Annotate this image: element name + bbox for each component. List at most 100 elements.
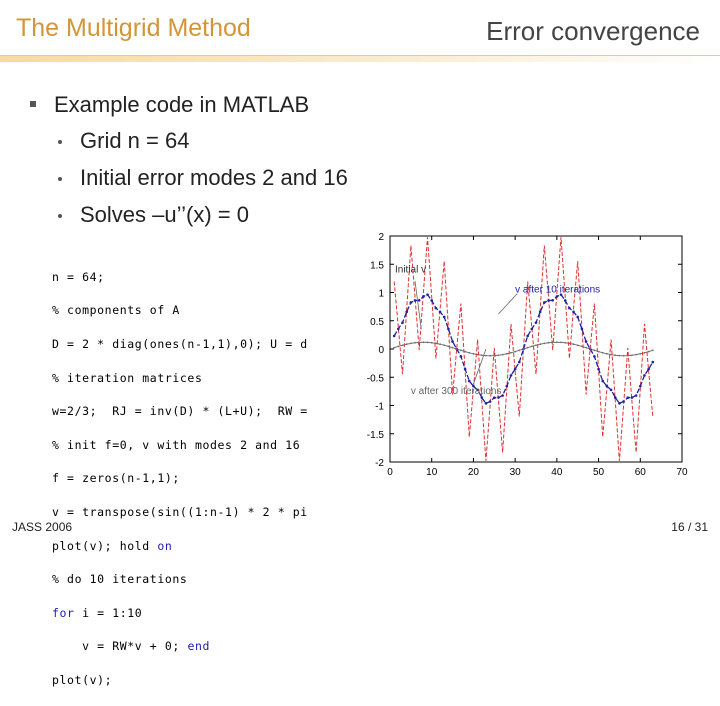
series-point-after300 bbox=[614, 354, 617, 357]
series-point-after10 bbox=[626, 396, 630, 400]
code-line: v = transpose(sin((1:n-1) * 2 * pi bbox=[52, 504, 308, 519]
x-tick-label: 30 bbox=[510, 467, 522, 478]
series-point-after10 bbox=[634, 394, 638, 397]
series-point-after10 bbox=[534, 321, 538, 324]
series-point-after10 bbox=[438, 310, 442, 314]
series-point-after300 bbox=[422, 341, 425, 344]
section-title: Error convergence bbox=[486, 16, 700, 46]
series-point-after300 bbox=[580, 345, 583, 348]
series-point-after300 bbox=[451, 346, 454, 349]
series-point-after300 bbox=[551, 341, 554, 344]
series-point-after10 bbox=[555, 295, 559, 298]
code-line: plot(v); bbox=[52, 672, 113, 687]
series-point-after300 bbox=[568, 342, 571, 345]
y-tick-label: -0.5 bbox=[367, 373, 385, 384]
x-tick-label: 60 bbox=[635, 467, 647, 478]
series-point-after10 bbox=[409, 301, 413, 304]
series-point-after10 bbox=[543, 301, 546, 304]
code-keyword: for bbox=[52, 605, 75, 620]
series-point-after10 bbox=[647, 367, 650, 371]
series-point-after300 bbox=[480, 354, 483, 357]
series-point-after10 bbox=[576, 315, 580, 319]
series-point-after300 bbox=[535, 344, 537, 347]
series-point-after300 bbox=[497, 354, 500, 357]
annotation-initial: Initial v bbox=[395, 265, 426, 276]
series-point-after10 bbox=[547, 299, 550, 302]
series-point-after10 bbox=[459, 355, 463, 358]
series-point-after300 bbox=[572, 343, 575, 346]
x-tick-label: 20 bbox=[468, 467, 480, 478]
x-tick-label: 0 bbox=[387, 467, 393, 478]
dot-bullet-icon bbox=[58, 214, 62, 218]
series-point-after10 bbox=[501, 394, 504, 397]
series-point-after300 bbox=[564, 341, 567, 344]
series-point-after10 bbox=[442, 315, 446, 319]
series-point-after10 bbox=[417, 298, 421, 302]
y-tick-label: -2 bbox=[375, 458, 384, 469]
error-convergence-plot: 21.510.50-0.5-1-1.5-20 10 20 30 40 50 60 70Init… bbox=[367, 232, 688, 478]
series-point-after300 bbox=[639, 352, 642, 355]
dot-bullet-icon bbox=[58, 177, 62, 181]
series-point-after300 bbox=[606, 352, 608, 355]
series-point-after300 bbox=[518, 349, 521, 352]
series-point-after300 bbox=[493, 354, 496, 357]
series-point-after10 bbox=[580, 327, 584, 331]
series-point-after300 bbox=[397, 345, 400, 348]
series-point-after300 bbox=[447, 345, 450, 348]
footer-event: JASS 2006 bbox=[12, 520, 73, 534]
series-point-after10 bbox=[430, 299, 434, 302]
series-point-after10 bbox=[413, 299, 417, 302]
series-point-after10 bbox=[451, 340, 454, 343]
series-point-after300 bbox=[597, 350, 600, 353]
series-point-after10 bbox=[643, 374, 646, 377]
series-point-after300 bbox=[485, 354, 487, 357]
code-line: % components of A bbox=[52, 303, 180, 318]
annotation-arrow bbox=[414, 281, 422, 330]
series-point-after10 bbox=[401, 321, 404, 324]
series-point-after10 bbox=[392, 334, 396, 338]
series-point-after300 bbox=[560, 341, 562, 344]
series-point-after10 bbox=[422, 295, 425, 298]
annotation-arrow bbox=[473, 348, 487, 385]
annotation-after300: v after 300 iterations bbox=[411, 386, 502, 397]
plot-frame bbox=[389, 235, 683, 463]
series-point-after300 bbox=[593, 349, 596, 352]
y-tick-label: 0 bbox=[378, 345, 384, 356]
series-point-after300 bbox=[618, 354, 621, 357]
series-point-after10 bbox=[405, 310, 408, 314]
code-line: plot(v); hold on bbox=[52, 538, 173, 553]
series-point-after300 bbox=[631, 354, 633, 357]
series-point-after300 bbox=[472, 352, 475, 355]
series-point-after10 bbox=[467, 379, 471, 383]
series-point-after10 bbox=[434, 306, 438, 310]
series-point-after300 bbox=[476, 353, 479, 356]
sub-bullet-text: Solves –u’’(x) = 0 bbox=[80, 202, 249, 227]
series-point-after10 bbox=[609, 388, 613, 392]
series-point-after10 bbox=[505, 384, 509, 388]
series-point-after10 bbox=[563, 299, 567, 302]
series-line-after10 bbox=[393, 293, 654, 405]
series-point-after300 bbox=[393, 346, 396, 349]
dot-bullet-icon bbox=[58, 140, 62, 144]
y-tick-label: -1 bbox=[375, 402, 384, 413]
series-point-after10 bbox=[509, 374, 513, 377]
code-line: D = 2 * diag(ones(n-1,1),0); U = d bbox=[52, 336, 308, 351]
x-tick-label: 10 bbox=[426, 467, 438, 478]
series-point-after300 bbox=[601, 351, 604, 354]
series-point-after10 bbox=[497, 396, 500, 399]
y-tick-label: 1.5 bbox=[370, 260, 384, 271]
series-point-after300 bbox=[543, 342, 546, 345]
series-point-after300 bbox=[414, 341, 416, 344]
series-point-after10 bbox=[559, 293, 563, 296]
x-tick-label: 50 bbox=[593, 467, 605, 478]
series-point-after10 bbox=[618, 402, 621, 405]
series-point-after300 bbox=[434, 342, 437, 345]
series-point-after300 bbox=[514, 350, 517, 353]
series-point-after300 bbox=[401, 344, 404, 347]
series-point-after300 bbox=[576, 344, 579, 347]
code-line: f = zeros(n-1,1); bbox=[52, 471, 180, 486]
series-point-after10 bbox=[651, 360, 655, 364]
code-line: w=2/3; RJ = inv(D) * (L+U); RW = bbox=[52, 404, 308, 419]
series-point-after10 bbox=[530, 327, 534, 331]
series-point-after10 bbox=[397, 327, 400, 331]
